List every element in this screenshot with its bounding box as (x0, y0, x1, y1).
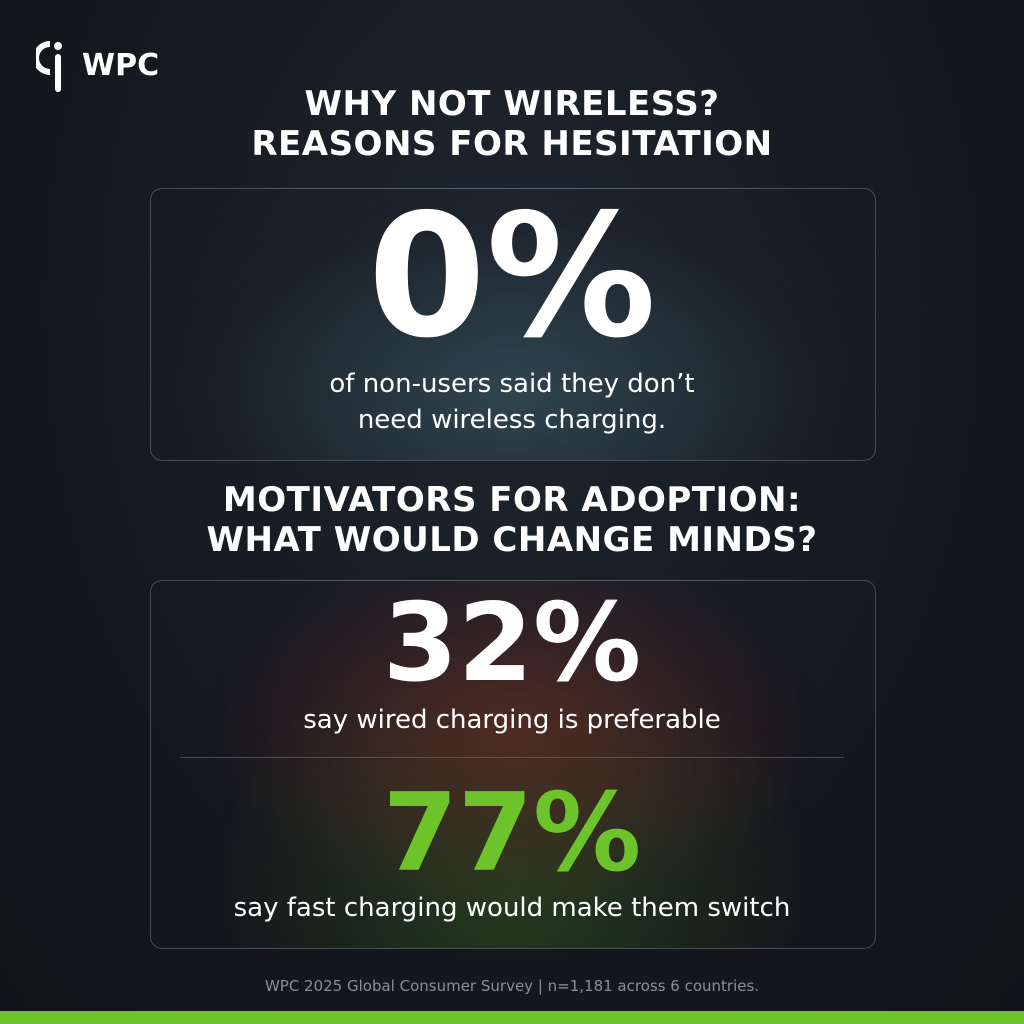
divider (180, 757, 844, 758)
stat-value: 77% (382, 771, 642, 896)
logo-icon (36, 41, 62, 92)
accent-bar (0, 1011, 1024, 1024)
section-title: MOTIVATORS FOR ADOPTION: WHAT WOULD CHAN… (0, 480, 1024, 560)
footer: WPC 2025 Global Consumer Survey | n=1,18… (264, 977, 760, 995)
stat-description: of non-users said they don’t need wirele… (0, 366, 1024, 438)
description-line: need wireless charging. (357, 405, 667, 435)
description-line: of non-users said they don’t (329, 369, 695, 399)
stat-card (150, 580, 876, 949)
title-line: MOTIVATORS FOR ADOPTION: (222, 480, 802, 520)
section-title: WHY NOT WIRELESS? REASONS FOR HESITATION (0, 84, 1024, 164)
title-line: WHAT WOULD CHANGE MINDS? (206, 520, 818, 560)
stat-description: say wired charging is preferable (303, 705, 721, 735)
logo-text: WPC (82, 48, 160, 83)
stat-description: say fast charging would make them switch (233, 893, 791, 923)
title-line: WHY NOT WIRELESS? (304, 84, 720, 124)
stat-card (150, 188, 876, 461)
stat-value: 32% (382, 581, 642, 706)
stat-value: 0% (367, 178, 657, 376)
title-line: REASONS FOR HESITATION (251, 124, 773, 164)
